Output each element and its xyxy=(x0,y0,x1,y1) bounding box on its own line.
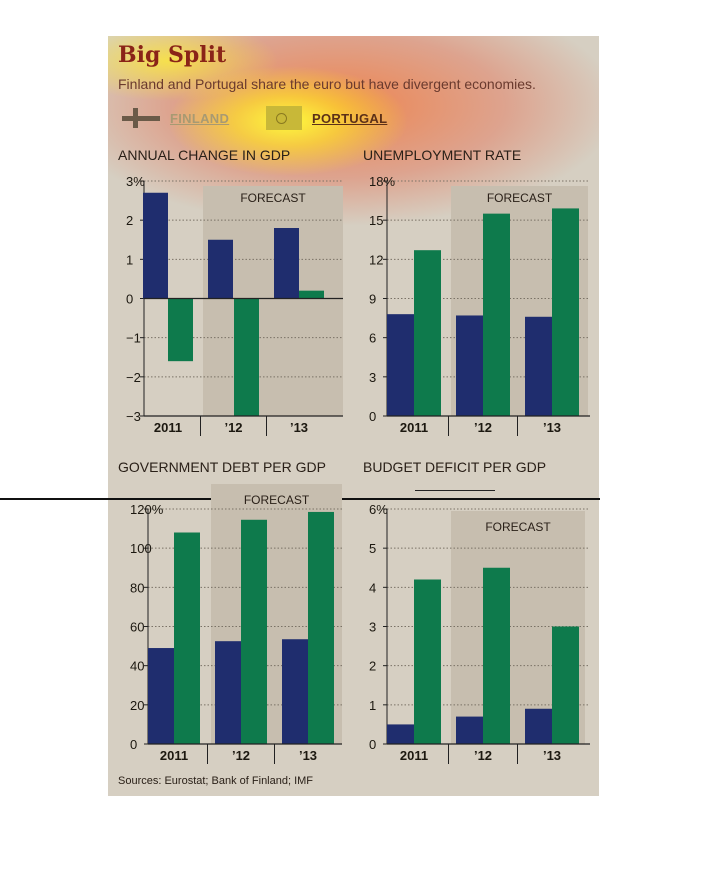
bar-portugal-0 xyxy=(414,250,441,416)
bar-portugal-0 xyxy=(174,532,200,744)
y-tick-label: 18% xyxy=(369,174,395,189)
y-tick-label: 3 xyxy=(369,620,376,635)
bar-portugal-2 xyxy=(552,208,579,416)
sources-note: Sources: Eurostat; Bank of Finland; IMF xyxy=(118,775,314,787)
bar-portugal-2 xyxy=(308,511,334,744)
chart-title-deficit: BUDGET DEFICIT PER GDP xyxy=(363,459,547,475)
y-tick-label: −3 xyxy=(126,409,141,424)
y-tick-label: 6% xyxy=(369,502,388,517)
bar-portugal-0 xyxy=(414,579,441,744)
category-label: ’13 xyxy=(299,748,317,763)
category-label: 2011 xyxy=(154,420,182,435)
portugal-flag-icon xyxy=(266,106,302,130)
forecast-label: FORECAST xyxy=(485,520,551,534)
forecast-band xyxy=(203,186,343,416)
chart-title-debt: GOVERNMENT DEBT PER GDP xyxy=(118,459,326,475)
forecast-label: FORECAST xyxy=(244,493,310,507)
y-tick-label: 3% xyxy=(126,174,145,189)
bar-finland-1 xyxy=(456,315,483,416)
y-tick-label: 6 xyxy=(369,331,376,346)
category-label: ’13 xyxy=(543,748,561,763)
bar-finland-0 xyxy=(143,192,168,299)
finland-flag-icon xyxy=(122,108,160,128)
bar-finland-2 xyxy=(525,708,552,744)
y-tick-label: 2 xyxy=(126,213,133,228)
category-label: 2011 xyxy=(400,420,428,435)
y-tick-label: 100 xyxy=(130,541,152,556)
chart-title-gdp: ANNUAL CHANGE IN GDP xyxy=(118,147,291,163)
chart-title-unemployment: UNEMPLOYMENT RATE xyxy=(363,147,522,163)
forecast-label: FORECAST xyxy=(487,191,553,205)
bar-finland-1 xyxy=(208,239,233,299)
chart-2-group: FORECAST 120% 100 80 60 40 20 0 2011 ’12 ’13 xyxy=(130,484,342,764)
y-tick-label: 2 xyxy=(369,659,376,674)
y-tick-label: 0 xyxy=(369,409,376,424)
bar-finland-1 xyxy=(215,641,241,744)
y-tick-label: 3 xyxy=(369,370,376,385)
category-label: 2011 xyxy=(160,748,188,763)
bar-portugal-0 xyxy=(168,298,193,362)
graphic-subtitle: Finland and Portugal share the euro but … xyxy=(118,76,536,92)
y-tick-label: 80 xyxy=(130,580,144,595)
y-tick-label: 5 xyxy=(369,541,376,556)
category-label: 2011 xyxy=(400,748,428,763)
bar-portugal-1 xyxy=(483,567,510,744)
legend-portugal-label: PORTUGAL xyxy=(312,110,388,126)
y-tick-label: 20 xyxy=(130,698,144,713)
bar-portugal-1 xyxy=(241,519,267,744)
y-tick-label: 4 xyxy=(369,580,376,595)
category-label: ’12 xyxy=(474,748,492,763)
y-tick-label: 0 xyxy=(130,737,137,752)
chart-3-group: FORECAST 6% 5 4 3 2 1 0 2011 ’12 ’13 xyxy=(369,502,590,764)
y-tick-label: 12 xyxy=(369,252,383,267)
legend-portugal: PORTUGAL xyxy=(266,106,387,130)
bar-finland-2 xyxy=(525,316,552,416)
bar-portugal-1 xyxy=(483,213,510,416)
y-tick-label: 0 xyxy=(126,292,133,307)
legend-finland-label: FINLAND xyxy=(170,110,230,126)
category-label: ’13 xyxy=(543,420,561,435)
y-tick-label: 120% xyxy=(130,502,164,517)
category-label: ’13 xyxy=(290,420,308,435)
graphic-title: Big Split xyxy=(118,42,227,68)
bar-portugal-2 xyxy=(552,626,579,744)
bar-finland-1 xyxy=(456,716,483,744)
y-tick-label: 1 xyxy=(369,698,376,713)
y-tick-label: −2 xyxy=(126,370,141,385)
bar-finland-2 xyxy=(274,228,299,299)
divider-line-short xyxy=(415,490,495,491)
y-tick-label: 0 xyxy=(369,737,376,752)
category-label: ’12 xyxy=(232,748,250,763)
y-tick-label: 40 xyxy=(130,659,144,674)
legend-finland: FINLAND xyxy=(122,106,229,130)
bar-finland-2 xyxy=(282,639,308,744)
bar-finland-0 xyxy=(387,314,414,416)
y-tick-label: −1 xyxy=(126,331,141,346)
category-label: ’12 xyxy=(474,420,492,435)
bar-portugal-2 xyxy=(299,290,324,299)
forecast-label: FORECAST xyxy=(240,191,306,205)
category-label: ’12 xyxy=(224,420,242,435)
chart-1-group: FORECAST 18% 15 12 9 6 3 0 2011 ’12 ’13 xyxy=(369,174,590,436)
y-tick-label: 15 xyxy=(369,213,383,228)
bar-portugal-1 xyxy=(234,298,259,416)
bar-finland-0 xyxy=(387,724,414,744)
y-tick-label: 9 xyxy=(369,292,376,307)
chart-0-group: FORECAST 3% 2 1 0 −1 −2 −3 2011 ’12 ’13 xyxy=(126,174,343,436)
y-tick-label: 1 xyxy=(126,252,133,267)
bar-finland-0 xyxy=(148,648,174,744)
y-tick-label: 60 xyxy=(130,620,144,635)
